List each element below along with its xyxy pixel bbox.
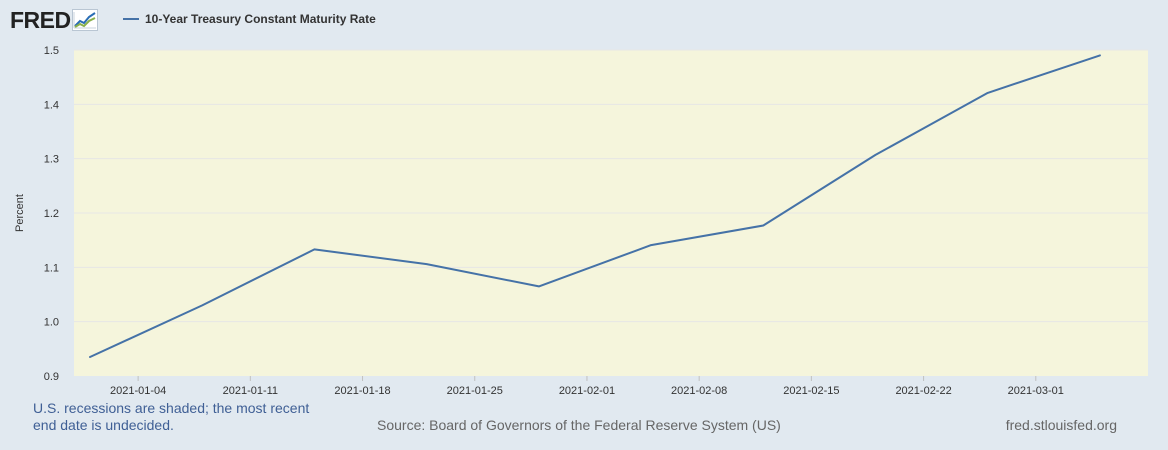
x-tick-label: 2021-01-11 — [223, 385, 278, 397]
fred-logo-text: FRED — [10, 7, 71, 33]
trend-graph-icon — [71, 9, 98, 31]
legend-line-swatch — [123, 18, 139, 20]
x-tick-label: 2021-02-15 — [783, 385, 839, 397]
chart-legend[interactable]: 10-Year Treasury Constant Maturity Rate — [123, 10, 376, 28]
x-tick-label: 2021-01-04 — [110, 385, 166, 397]
y-tick-label: 1.4 — [44, 99, 59, 111]
x-tick-label: 2021-02-01 — [559, 385, 615, 397]
grid-lines — [74, 49, 1148, 323]
series-line[interactable] — [89, 54, 1101, 358]
y-axis-ticks: 0.9 1.0 1.1 1.2 1.3 1.4 1.5 — [44, 45, 59, 383]
x-tick-label: 2021-03-01 — [1008, 385, 1064, 397]
x-axis-ticks: 2021-01-04 2021-01-11 2021-01-18 2021-01-25… — [110, 376, 1064, 397]
series-layer — [89, 54, 1101, 358]
x-tick-label: 2021-02-08 — [671, 385, 727, 397]
x-tick-label: 2021-02-22 — [895, 385, 951, 397]
x-tick-label: 2021-01-18 — [334, 385, 390, 397]
y-tick-label: 1.5 — [44, 45, 59, 57]
legend-series-label: 10-Year Treasury Constant Maturity Rate — [145, 12, 376, 26]
y-tick-label: 1.0 — [44, 317, 59, 329]
fred-logo[interactable]: FRED — [10, 7, 98, 33]
x-tick-label: 2021-01-25 — [447, 385, 503, 397]
source-text: Source: Board of Governors of the Federa… — [377, 417, 781, 433]
y-tick-label: 1.1 — [44, 262, 59, 274]
y-tick-label: 0.9 — [44, 371, 59, 383]
site-link[interactable]: fred.stlouisfed.org — [1005, 417, 1117, 433]
y-tick-label: 1.3 — [44, 154, 59, 166]
recession-note: U.S. recessions are shaded; the most rec… — [33, 400, 310, 433]
y-axis-label: Percent — [14, 194, 26, 232]
y-tick-label: 1.2 — [44, 208, 59, 220]
